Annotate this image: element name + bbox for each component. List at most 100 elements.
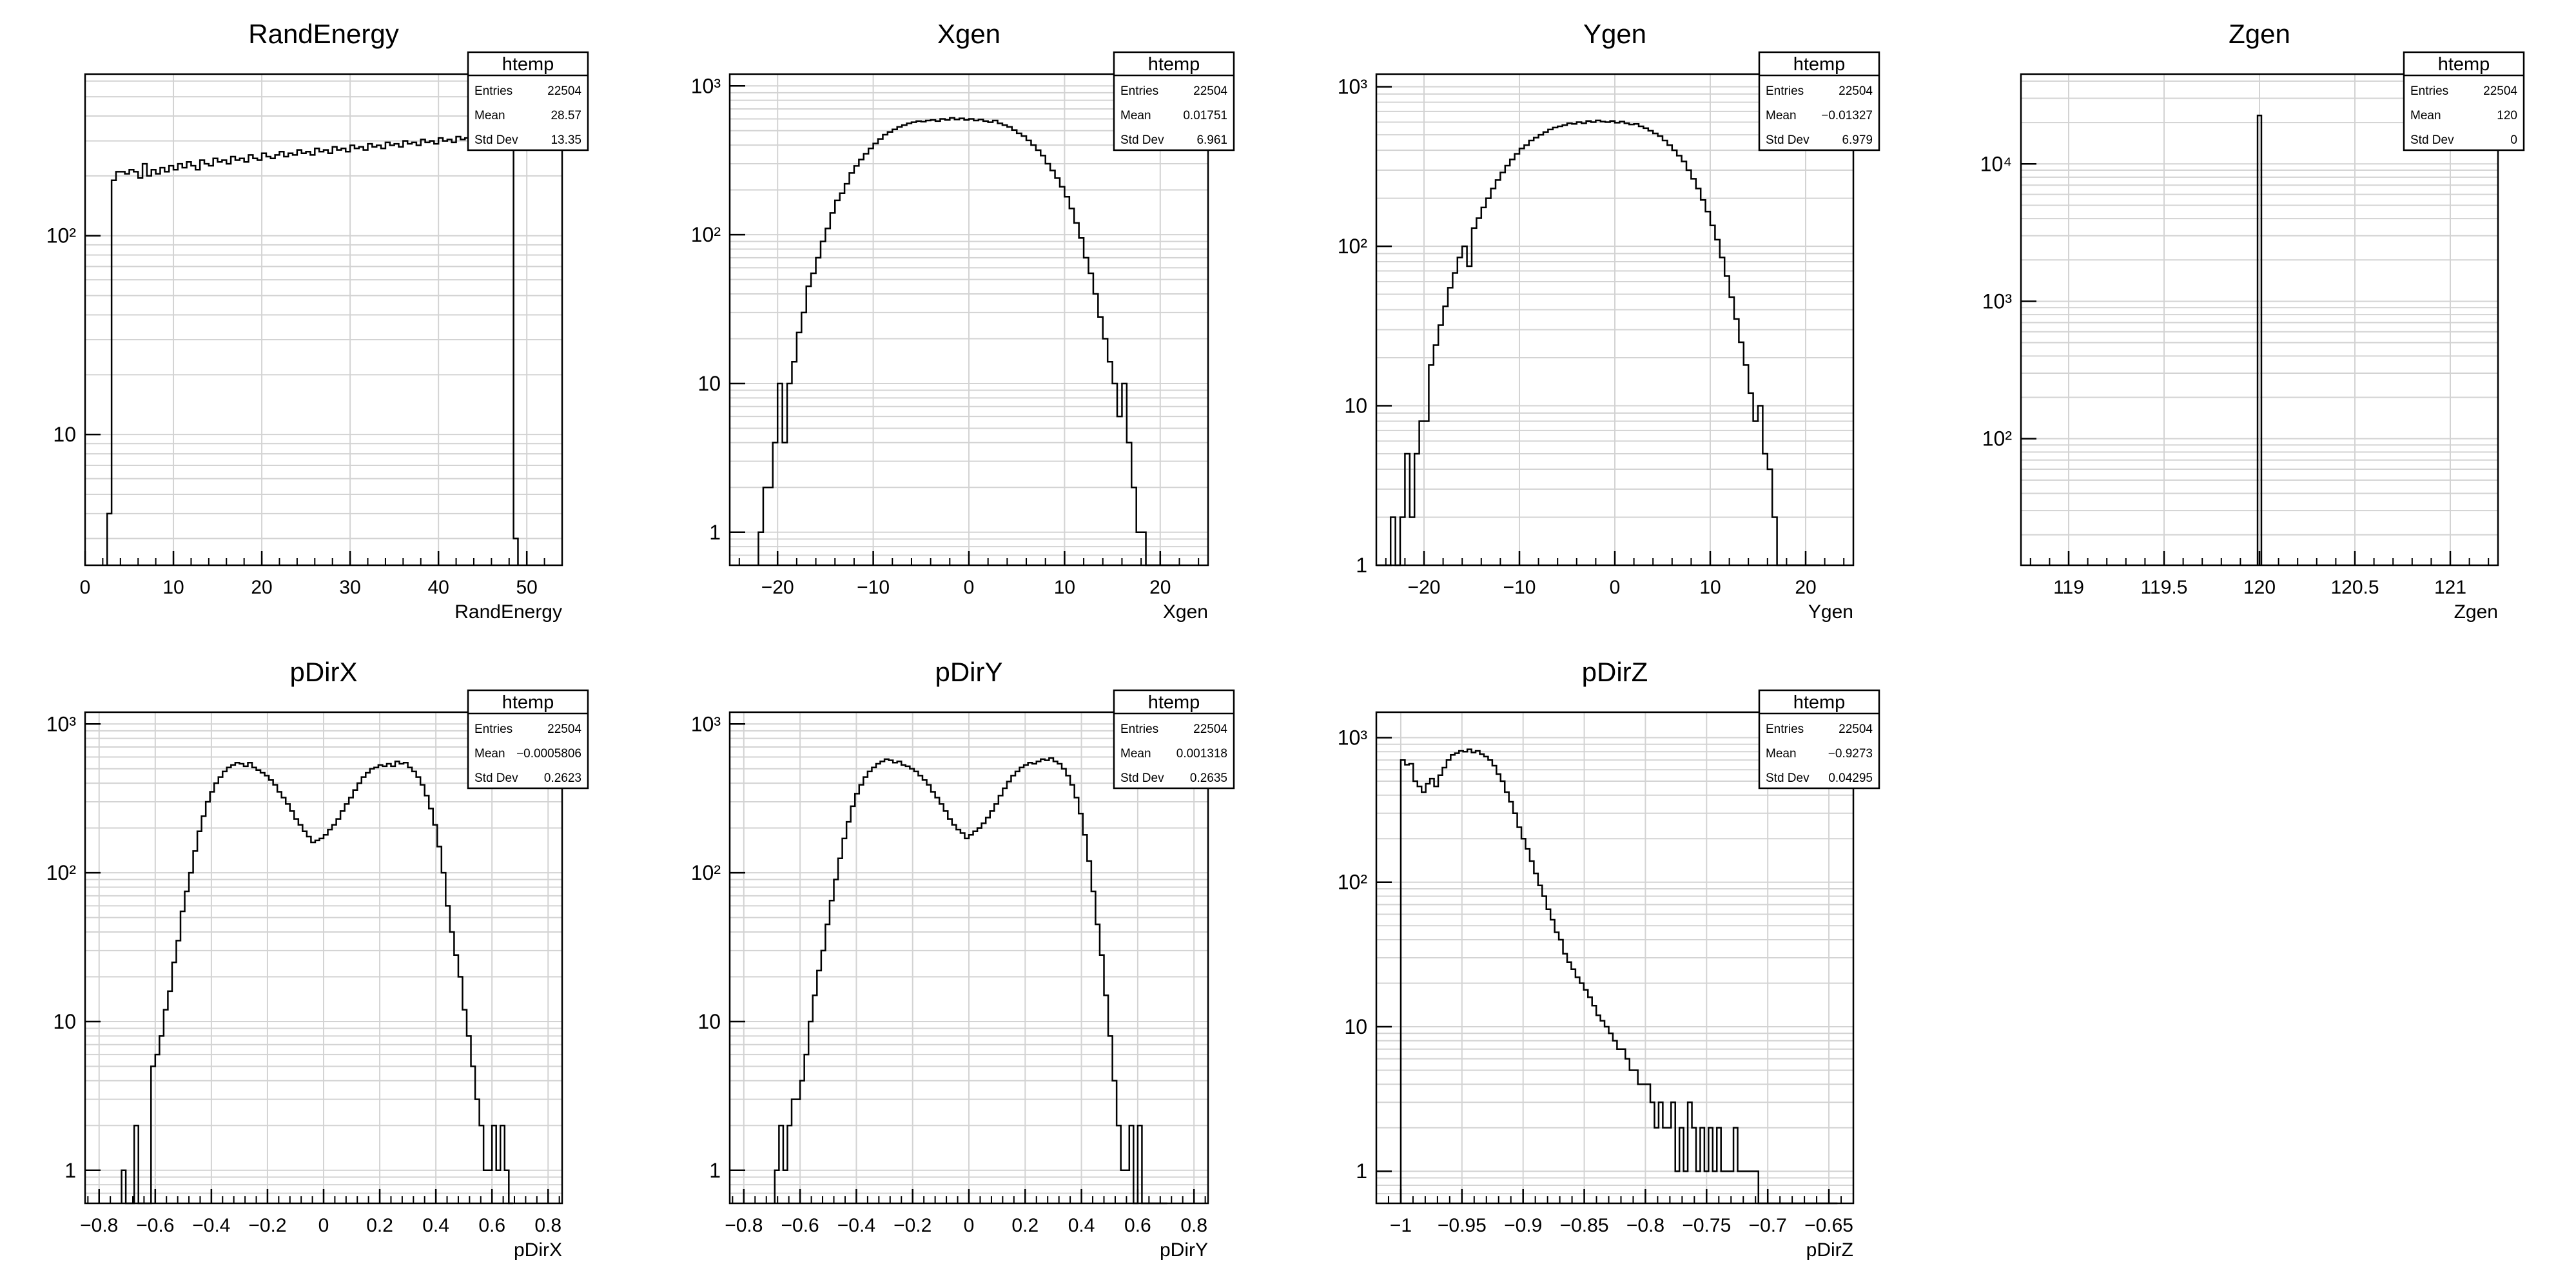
stats-box-label: Std Dev bbox=[1120, 771, 1164, 785]
x-tick-label: −10 bbox=[1503, 577, 1536, 598]
stats-box-label: Entries bbox=[1766, 723, 1804, 736]
x-tick-label: 121 bbox=[2434, 577, 2466, 598]
x-tick-label: −0.8 bbox=[725, 1215, 763, 1236]
stats-box-label: Entries bbox=[474, 723, 512, 736]
y-tick-label: 1 bbox=[709, 1159, 721, 1182]
x-tick-label: 120.5 bbox=[2330, 577, 2379, 598]
stats-box-title: htemp bbox=[502, 54, 554, 75]
x-tick-label: −0.6 bbox=[781, 1215, 819, 1236]
x-tick-label: 0 bbox=[80, 577, 91, 598]
x-tick-label: −0.75 bbox=[1682, 1215, 1731, 1236]
x-tick-label: 20 bbox=[1795, 577, 1816, 598]
y-tick-label: 1 bbox=[709, 521, 721, 544]
grid-lines bbox=[84, 74, 562, 565]
x-axis-label: pDirX bbox=[514, 1239, 562, 1261]
stats-box-value: 22504 bbox=[2483, 84, 2517, 98]
stats-box-value: −0.0005806 bbox=[516, 747, 581, 761]
x-tick-label: −0.6 bbox=[136, 1215, 174, 1236]
y-tick-label: 10 bbox=[53, 1010, 76, 1033]
y-tick-label: 10 bbox=[1344, 1015, 1367, 1038]
y-tick-label: 10³ bbox=[1338, 75, 1368, 99]
histogram-outline bbox=[1400, 748, 1838, 1205]
stats-box-value: 22504 bbox=[1193, 723, 1227, 736]
y-tick-label: 10³ bbox=[691, 712, 721, 735]
panel-title: pDirX bbox=[289, 657, 357, 687]
stats-box-title: htemp bbox=[1793, 54, 1846, 75]
stats-box-label: Mean bbox=[1120, 109, 1151, 122]
histogram-panel-pDirZ: pDirZ −1 −0.95 −0.9 −0.85 −0.8 −0.75 −0.7 −0.65 1… bbox=[1338, 657, 1880, 1261]
x-tick-label: 50 bbox=[516, 577, 537, 598]
x-tick-label: 0.2 bbox=[366, 1215, 393, 1236]
stats-box-value: 0.2635 bbox=[1190, 771, 1227, 785]
y-tick-label: 10³ bbox=[46, 712, 77, 735]
x-tick-label: −0.85 bbox=[1560, 1215, 1609, 1236]
x-axis-label: pDirZ bbox=[1806, 1239, 1853, 1261]
stats-box-value: 0.2623 bbox=[544, 771, 581, 785]
y-tick-label: 10² bbox=[691, 223, 721, 246]
stats-box: htemp Entries 22504 Mean 0.01751 Std Dev 6.961 bbox=[1113, 51, 1235, 151]
x-tick-label: 119.5 bbox=[2141, 577, 2188, 598]
histogram-outline bbox=[2256, 114, 2263, 565]
x-axis-label: RandEnergy bbox=[454, 601, 562, 623]
stats-box-label: Mean bbox=[474, 747, 505, 761]
x-tick-label: 0.4 bbox=[1068, 1215, 1095, 1236]
x-tick-label: 119 bbox=[2053, 577, 2084, 598]
stats-box-title: htemp bbox=[502, 692, 554, 713]
stats-box: htemp Entries 22504 Mean −0.01327 Std Dev 6.97… bbox=[1758, 51, 1880, 151]
stats-box-value: −0.01327 bbox=[1821, 109, 1873, 122]
x-tick-label: 0.4 bbox=[422, 1215, 449, 1236]
x-tick-label: 40 bbox=[427, 577, 449, 598]
stats-box-label: Entries bbox=[474, 84, 512, 98]
stats-box-title: htemp bbox=[1148, 692, 1200, 713]
stats-box-frame bbox=[1113, 689, 1235, 790]
x-tick-label: −20 bbox=[1408, 577, 1441, 598]
y-tick-label: 10 bbox=[1344, 394, 1367, 418]
stats-box-label: Entries bbox=[1766, 84, 1804, 98]
grid-lines bbox=[1376, 712, 1853, 1204]
x-axis-label: Xgen bbox=[1163, 601, 1208, 623]
x-tick-label: −20 bbox=[761, 577, 794, 598]
stats-box-label: Entries bbox=[1120, 723, 1158, 736]
x-tick-label: 20 bbox=[1149, 577, 1171, 598]
panel-title: pDirY bbox=[935, 657, 1002, 687]
x-tick-label: 0 bbox=[964, 1215, 975, 1236]
grid-lines bbox=[2021, 74, 2498, 565]
x-tick-label: 0.6 bbox=[1124, 1215, 1151, 1236]
stats-box: htemp Entries 22504 Mean −0.0005806 Std Dev 0.… bbox=[467, 689, 589, 790]
stats-box-label: Mean bbox=[2410, 109, 2441, 122]
stats-box-value: 120 bbox=[2497, 109, 2517, 122]
y-tick-label: 10² bbox=[1338, 235, 1368, 258]
y-tick-label: 10 bbox=[698, 1010, 721, 1033]
panel-title: RandEnergy bbox=[248, 19, 398, 49]
stats-box-label: Entries bbox=[2410, 84, 2448, 98]
stats-box-label: Mean bbox=[1766, 109, 1797, 122]
x-tick-label: 10 bbox=[1699, 577, 1721, 598]
stats-box-label: Std Dev bbox=[2410, 133, 2454, 147]
stats-box-label: Std Dev bbox=[1766, 771, 1810, 785]
x-tick-label: 0.8 bbox=[1180, 1215, 1207, 1236]
stats-box-value: 22504 bbox=[1839, 723, 1873, 736]
histogram-panel-RandEnergy: RandEnergy 0 10 20 30 40 50 10 10² RandEnergy htem… bbox=[46, 19, 589, 623]
plot-frame bbox=[1375, 711, 1855, 1205]
x-tick-label: −0.95 bbox=[1438, 1215, 1487, 1236]
y-tick-label: 1 bbox=[1356, 554, 1367, 577]
stats-box-label: Std Dev bbox=[1766, 133, 1810, 147]
stats-box-frame bbox=[1113, 51, 1235, 151]
panel-title: pDirZ bbox=[1582, 657, 1648, 687]
stats-box-frame bbox=[467, 689, 589, 790]
x-tick-label: −0.65 bbox=[1804, 1215, 1853, 1236]
histogram-panel-pDirX: pDirX −0.8 −0.6 −0.4 −0.2 0 0.2 0.4 0.6 0.8 1 10 10²… bbox=[46, 657, 589, 1261]
stats-box-frame bbox=[2403, 51, 2525, 151]
histogram-panel-Xgen: Xgen −20 −10 0 10 20 1 10 10² 10³ Xgen htemp Entries… bbox=[691, 19, 1235, 623]
x-axis-label: pDirY bbox=[1160, 1239, 1208, 1261]
stats-box-value: 22504 bbox=[547, 723, 581, 736]
histogram-panel-Ygen: Ygen −20 −10 0 10 20 1 10 10² 10³ Ygen htemp Entries… bbox=[1338, 19, 1880, 623]
x-tick-label: −0.8 bbox=[1626, 1215, 1664, 1236]
stats-box-value: 28.57 bbox=[551, 109, 581, 122]
histogram-outline bbox=[1389, 119, 1820, 567]
x-tick-label: −0.8 bbox=[80, 1215, 118, 1236]
stats-box-value: −0.9273 bbox=[1828, 747, 1873, 761]
stats-box-value: 22504 bbox=[547, 84, 581, 98]
y-tick-label: 10² bbox=[1982, 427, 2013, 451]
x-tick-label: 20 bbox=[251, 577, 272, 598]
